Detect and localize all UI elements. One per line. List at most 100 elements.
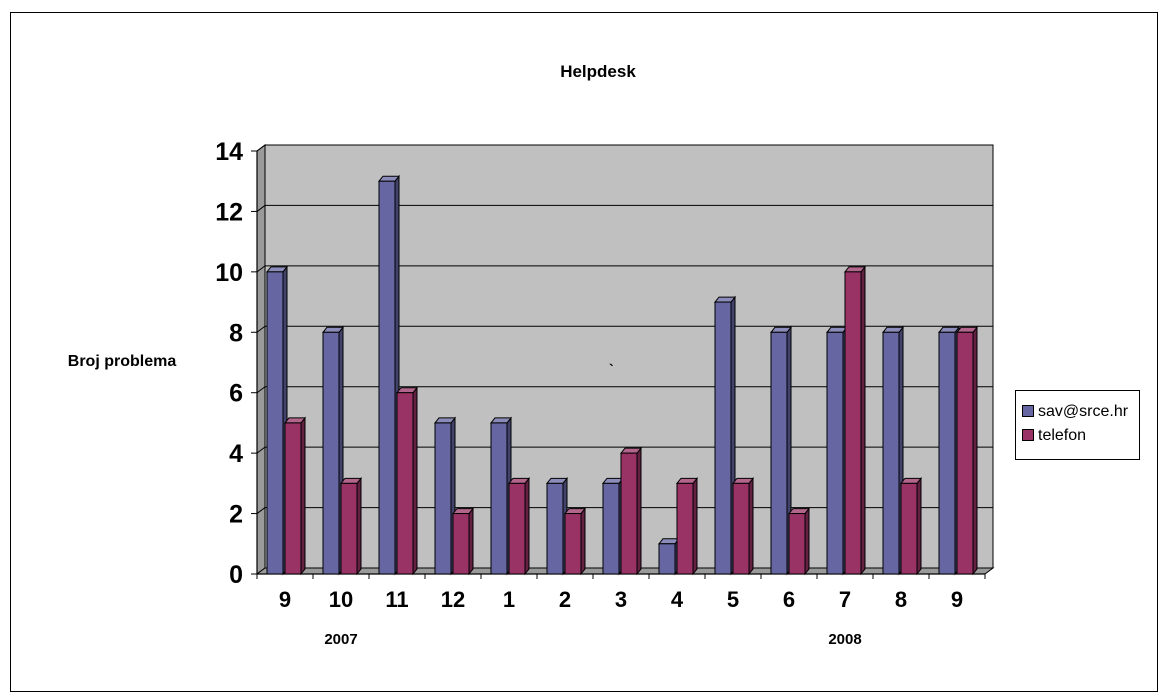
legend-item-sav: sav@srce.hr	[1022, 403, 1128, 421]
x-tick-label: 4	[671, 587, 684, 612]
bar-sav	[882, 331, 900, 575]
bar-sav-top	[265, 266, 289, 273]
bar-sav	[714, 301, 732, 575]
bar-sav-top	[713, 296, 737, 303]
bar-telefon	[284, 422, 302, 575]
x-tick-label: 1	[503, 587, 515, 612]
bar-telefon-top	[787, 508, 811, 515]
y-tick-label: 8	[229, 319, 243, 347]
y-tick-label: 14	[215, 138, 243, 166]
bar-telefon	[508, 482, 526, 575]
gridline-depth	[256, 507, 266, 514]
gridline-depth	[256, 325, 266, 333]
bar-sav	[266, 271, 284, 575]
bar-telefon-top	[563, 508, 587, 515]
x-tick-label: 12	[441, 587, 465, 612]
y-tick-label: 10	[215, 259, 243, 287]
bar-sav-top	[937, 326, 961, 333]
bar-sav-top	[433, 417, 457, 424]
x-tick-label: 7	[839, 587, 851, 612]
bar-telefon-top	[507, 477, 531, 484]
bar-telefon	[788, 513, 806, 575]
bar-telefon-side	[916, 476, 922, 576]
bar-telefon	[564, 513, 582, 575]
bar-telefon	[732, 482, 750, 575]
x-tick-label: 5	[727, 587, 739, 612]
bar-telefon-top	[731, 477, 755, 484]
bar-sav	[770, 331, 788, 575]
y-tick-label: 12	[215, 198, 243, 226]
y-tick-label: 4	[229, 440, 243, 468]
bar-telefon-side	[356, 476, 362, 576]
bar-telefon-side	[468, 507, 474, 576]
x-tick-label: 11	[385, 587, 408, 612]
bar-telefon-top	[395, 387, 419, 394]
stray-mark: `	[609, 361, 614, 377]
bar-sav-top	[321, 326, 345, 333]
bar-sav	[826, 331, 844, 575]
x-tick-label: 9	[279, 587, 291, 612]
bar-telefon	[452, 513, 470, 575]
bar-telefon	[900, 482, 918, 575]
plot-side-wall	[256, 144, 266, 575]
bar-telefon	[844, 271, 862, 575]
legend-item-telefon: telefon	[1022, 427, 1086, 445]
bar-sav	[322, 331, 340, 575]
legend-label-sav: sav@srce.hr	[1038, 403, 1129, 420]
bar-sav	[378, 180, 396, 575]
bar-telefon-top	[619, 447, 643, 454]
y-tick-label: 2	[229, 501, 243, 529]
bar-telefon-top	[339, 477, 363, 484]
gridline-depth	[256, 144, 266, 152]
bar-telefon-top	[899, 477, 923, 484]
bar-sav	[658, 543, 676, 575]
x-tick-label: 10	[329, 587, 353, 612]
legend: sav@srce.hr telefon	[1015, 390, 1140, 460]
bar-sav-top	[489, 417, 513, 424]
bar-sav-top	[601, 477, 625, 484]
bar-sav-top	[377, 175, 401, 182]
bar-sav	[938, 331, 956, 575]
y-tick-label: 6	[229, 380, 243, 408]
bar-sav	[602, 482, 620, 575]
bar-telefon-side	[580, 507, 586, 576]
bar-telefon-top	[843, 266, 867, 273]
gridline-depth	[256, 386, 266, 394]
legend-label-telefon: telefon	[1038, 427, 1087, 444]
legend-swatch-sav	[1022, 404, 1034, 417]
x-tick-label: 2	[559, 587, 571, 612]
x-tick-label: 9	[951, 587, 963, 612]
bar-telefon-side	[692, 476, 698, 576]
bar-sav	[546, 482, 564, 575]
bar-telefon	[396, 392, 414, 575]
bar-sav-top	[545, 477, 569, 484]
bar-telefon-top	[675, 477, 699, 484]
bar-telefon-side	[412, 386, 418, 576]
bar-telefon	[340, 482, 358, 575]
gridline-depth	[256, 446, 266, 454]
bar-sav	[434, 422, 452, 575]
bar-telefon-side	[524, 476, 530, 576]
bar-telefon	[676, 482, 694, 575]
bar-sav-top	[881, 326, 905, 333]
chart-title: Helpdesk	[560, 62, 636, 81]
bar-telefon-side	[748, 476, 754, 576]
y-axis-label: Broj problema	[68, 353, 177, 370]
bar-sav-top	[825, 326, 849, 333]
x-year-label: 2008	[828, 631, 861, 648]
bar-telefon-side	[804, 507, 810, 576]
x-tick-label: 6	[783, 587, 795, 612]
bar-telefon-side	[972, 325, 978, 576]
bar-sav-top	[657, 538, 681, 545]
gridline-depth	[256, 265, 266, 273]
bar-telefon	[956, 331, 974, 575]
bar-telefon	[620, 452, 638, 575]
bar-telefon-top	[451, 508, 475, 515]
legend-swatch-telefon	[1022, 428, 1034, 441]
bar-telefon-side	[860, 265, 866, 576]
bar-sav	[490, 422, 508, 575]
x-year-label: 2007	[324, 631, 357, 648]
x-tick-label: 8	[895, 587, 907, 612]
bar-telefon-side	[636, 446, 642, 576]
